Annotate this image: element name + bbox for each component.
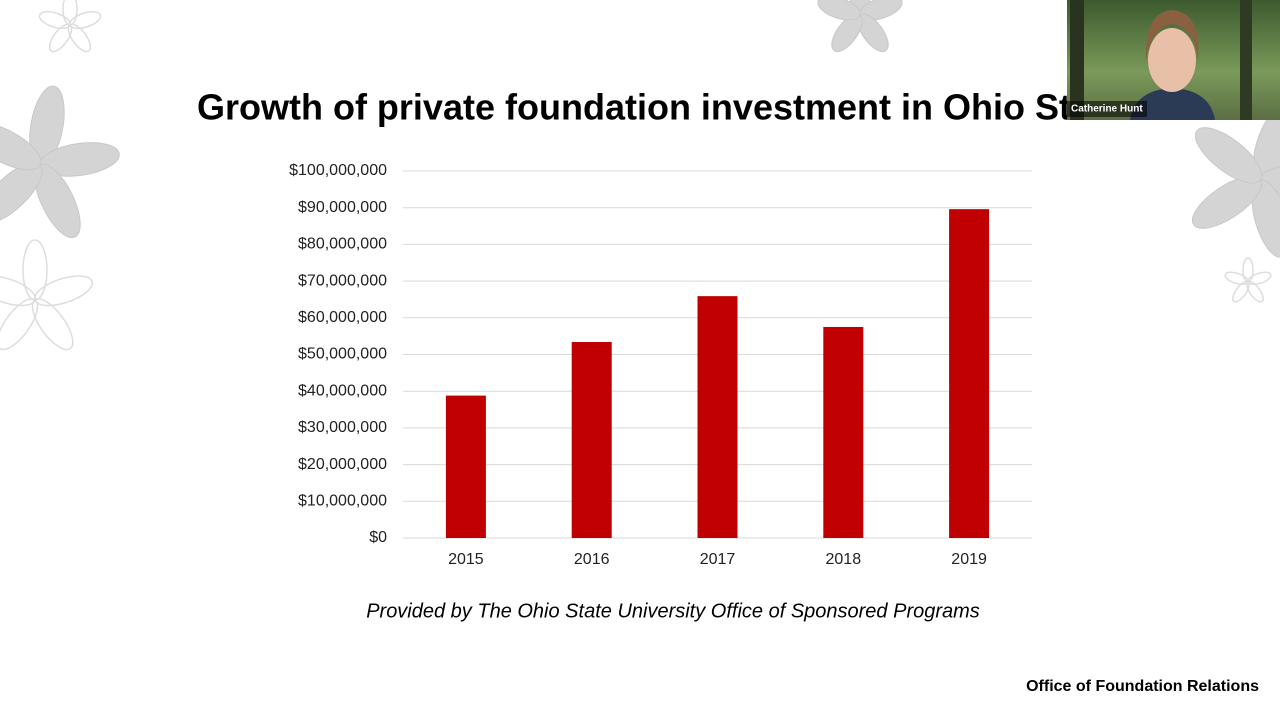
chart-title: Growth of private foundation investment … — [197, 87, 1123, 128]
y-tick-label: $60,000,000 — [298, 309, 387, 326]
chart-caption: Provided by The Ohio State University Of… — [366, 600, 980, 622]
bar — [571, 342, 612, 538]
x-tick-label: 2019 — [951, 551, 987, 568]
y-tick-label: $50,000,000 — [298, 346, 387, 363]
bar — [445, 395, 486, 538]
x-tick-label: 2015 — [448, 551, 484, 568]
y-tick-label: $0 — [369, 529, 387, 546]
tree — [1070, 0, 1084, 120]
y-tick-label: $100,000,000 — [289, 162, 387, 179]
x-tick-label: 2016 — [574, 551, 610, 568]
video-tile: Catherine Hunt — [1067, 0, 1280, 120]
bar — [823, 326, 864, 538]
plot: $0 $10,000,000 $20,000,000 $30,000,000 $40,0… — [289, 162, 1032, 568]
footer: Office of Foundation Relations — [1026, 678, 1259, 695]
tree — [1240, 0, 1252, 120]
y-tick-label: $20,000,000 — [298, 456, 387, 473]
y-tick-label: $70,000,000 — [298, 272, 387, 289]
x-tick-label: 2017 — [700, 551, 736, 568]
y-tick-label: $80,000,000 — [298, 236, 387, 253]
y-tick-label: $40,000,000 — [298, 382, 387, 399]
name-tag — [1067, 101, 1147, 117]
x-tick-label: 2018 — [826, 551, 862, 568]
y-tick-label: $10,000,000 — [298, 493, 387, 510]
bar — [949, 209, 990, 538]
y-tick-label: $30,000,000 — [298, 419, 387, 436]
y-tick-label: $90,000,000 — [298, 199, 387, 216]
person-hair — [1145, 10, 1199, 62]
person-face — [1148, 28, 1196, 92]
decoration-outline — [0, 0, 1272, 351]
person-body — [1130, 88, 1215, 120]
participant-name: Catherine Hunt — [1071, 104, 1143, 115]
bar — [697, 296, 738, 538]
